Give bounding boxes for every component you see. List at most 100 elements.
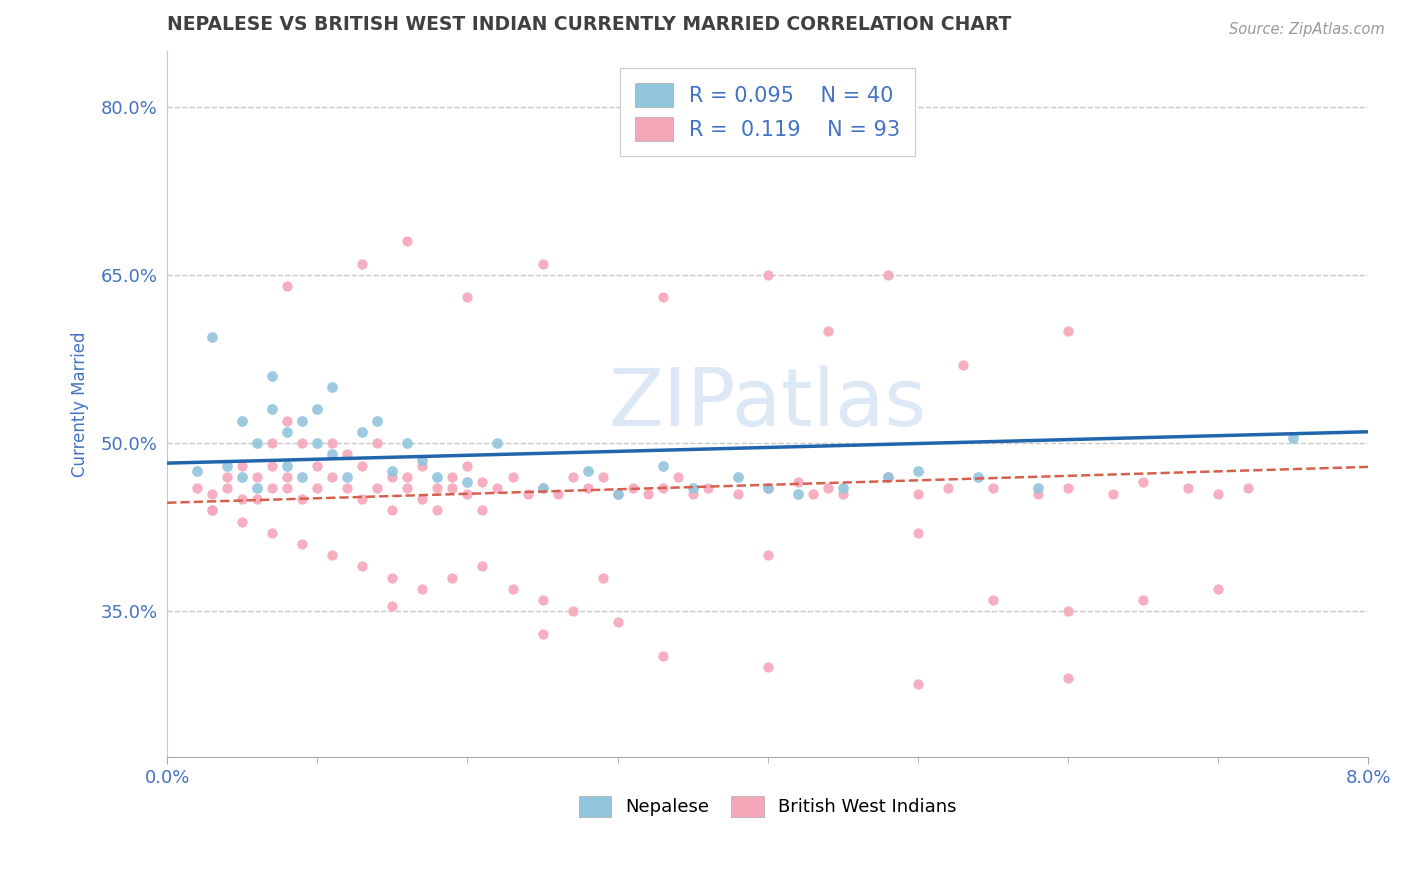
Point — [321, 469, 343, 483]
Point — [217, 469, 239, 483]
Point — [907, 486, 929, 500]
Point — [1102, 486, 1125, 500]
Point — [321, 436, 343, 450]
Point — [756, 548, 779, 562]
Point — [411, 492, 433, 507]
Point — [1026, 481, 1049, 495]
Point — [1237, 481, 1260, 495]
Point — [486, 436, 509, 450]
Point — [576, 464, 599, 478]
Point — [876, 469, 898, 483]
Point — [352, 425, 374, 439]
Point — [307, 402, 329, 417]
Point — [756, 481, 779, 495]
Point — [817, 481, 839, 495]
Point — [502, 469, 524, 483]
Point — [231, 515, 253, 529]
Point — [396, 436, 419, 450]
Point — [352, 458, 374, 473]
Point — [981, 593, 1004, 607]
Point — [411, 458, 433, 473]
Point — [801, 486, 824, 500]
Point — [231, 414, 253, 428]
Point — [186, 481, 208, 495]
Point — [531, 257, 554, 271]
Point — [336, 481, 359, 495]
Point — [262, 525, 284, 540]
Point — [952, 358, 974, 372]
Point — [727, 469, 749, 483]
Point — [381, 571, 404, 585]
Point — [561, 604, 583, 618]
Point — [756, 660, 779, 674]
Point — [727, 486, 749, 500]
Point — [396, 235, 419, 249]
Point — [262, 458, 284, 473]
Point — [621, 481, 644, 495]
Point — [1026, 486, 1049, 500]
Point — [1177, 481, 1199, 495]
Point — [352, 257, 374, 271]
Point — [246, 469, 269, 483]
Point — [456, 475, 478, 490]
Point — [381, 469, 404, 483]
Point — [531, 626, 554, 640]
Point — [276, 425, 298, 439]
Point — [396, 469, 419, 483]
Text: ZIPatlas: ZIPatlas — [609, 365, 927, 443]
Point — [381, 599, 404, 613]
Point — [786, 486, 808, 500]
Point — [396, 481, 419, 495]
Point — [876, 469, 898, 483]
Point — [1206, 486, 1229, 500]
Point — [786, 475, 808, 490]
Point — [547, 486, 569, 500]
Point — [246, 481, 269, 495]
Point — [336, 469, 359, 483]
Point — [291, 537, 314, 551]
Point — [411, 582, 433, 596]
Point — [682, 486, 704, 500]
Point — [381, 503, 404, 517]
Point — [262, 402, 284, 417]
Point — [907, 464, 929, 478]
Point — [531, 481, 554, 495]
Point — [262, 481, 284, 495]
Point — [456, 486, 478, 500]
Point — [831, 486, 853, 500]
Point — [217, 458, 239, 473]
Point — [471, 503, 494, 517]
Point — [606, 615, 628, 630]
Point — [262, 436, 284, 450]
Point — [231, 458, 253, 473]
Point — [1057, 604, 1080, 618]
Point — [967, 469, 990, 483]
Point — [291, 436, 314, 450]
Point — [262, 368, 284, 383]
Point — [276, 481, 298, 495]
Point — [592, 571, 614, 585]
Point — [531, 481, 554, 495]
Point — [426, 481, 449, 495]
Point — [1206, 582, 1229, 596]
Point — [186, 464, 208, 478]
Y-axis label: Currently Married: Currently Married — [72, 331, 89, 476]
Point — [696, 481, 718, 495]
Point — [366, 481, 388, 495]
Point — [651, 481, 673, 495]
Point — [201, 329, 224, 343]
Point — [516, 486, 538, 500]
Point — [637, 486, 659, 500]
Point — [276, 469, 298, 483]
Point — [936, 481, 959, 495]
Point — [201, 503, 224, 517]
Point — [441, 481, 464, 495]
Point — [606, 486, 628, 500]
Point — [321, 447, 343, 461]
Point — [307, 436, 329, 450]
Point — [276, 279, 298, 293]
Point — [981, 481, 1004, 495]
Point — [756, 481, 779, 495]
Point — [352, 492, 374, 507]
Point — [321, 548, 343, 562]
